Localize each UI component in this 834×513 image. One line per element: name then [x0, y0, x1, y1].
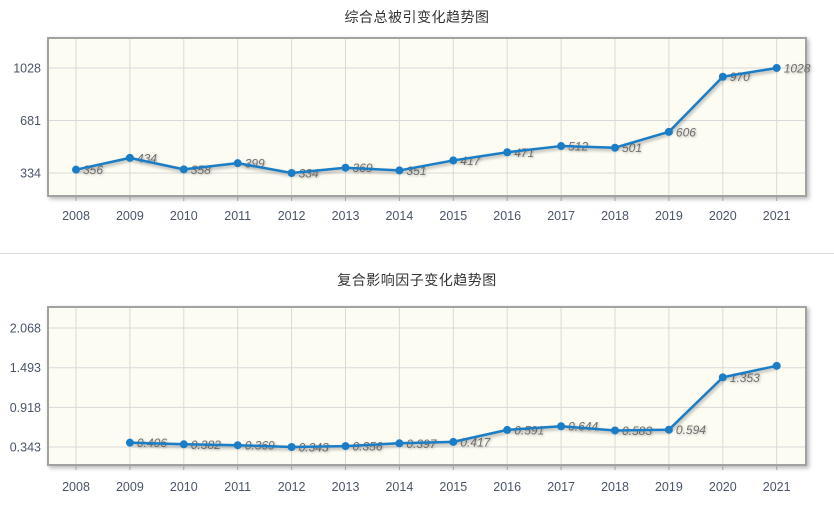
x-axis-label: 2016 — [493, 209, 521, 223]
x-axis-label: 2021 — [763, 209, 791, 223]
x-axis-label: 2011 — [224, 209, 251, 223]
data-point — [611, 143, 619, 152]
y-axis-label: 2.068 — [10, 322, 41, 336]
data-point — [449, 437, 458, 446]
x-axis-label: 2017 — [547, 209, 575, 223]
plot-area — [47, 306, 807, 466]
data-point — [718, 373, 727, 382]
x-axis-label: 2009 — [116, 480, 144, 494]
impact-factor-chart-title: 复合影响因子变化趋势图 — [337, 272, 497, 288]
data-point — [718, 72, 727, 81]
x-axis-label: 2018 — [601, 209, 629, 223]
data-point — [233, 441, 242, 450]
data-point — [503, 148, 512, 157]
x-axis-label: 2010 — [170, 209, 198, 223]
y-axis-label: 0.918 — [10, 401, 41, 415]
data-point-label: 358 — [191, 163, 211, 177]
y-axis-label: 334 — [20, 166, 41, 180]
data-point-label: 0.594 — [676, 423, 706, 437]
x-axis-label: 2017 — [547, 480, 575, 494]
data-point — [395, 166, 404, 175]
data-point-label: 1028 — [784, 61, 811, 75]
data-point — [503, 425, 512, 434]
x-axis-label: 2013 — [332, 209, 360, 223]
x-axis-label: 2008 — [62, 209, 90, 223]
data-point-label: 471 — [514, 146, 534, 160]
x-axis-label: 2012 — [278, 480, 306, 494]
data-point — [557, 142, 566, 151]
data-point-label: 0.356 — [353, 440, 383, 454]
data-point — [233, 159, 242, 168]
x-axis-label: 2018 — [601, 480, 629, 494]
x-axis-label: 2015 — [439, 209, 467, 223]
x-axis-label: 2019 — [655, 209, 683, 223]
data-point-label: 0.591 — [514, 423, 544, 437]
data-point — [772, 361, 781, 370]
data-point-label: 606 — [676, 125, 696, 139]
x-axis-label: 2011 — [224, 480, 251, 494]
data-point-label: 334 — [299, 166, 319, 180]
data-point — [179, 165, 188, 174]
data-point — [287, 168, 296, 177]
x-axis-label: 2013 — [332, 480, 360, 494]
data-point — [287, 443, 296, 451]
x-axis-label: 2014 — [385, 209, 413, 223]
plot-area — [47, 37, 807, 197]
data-point — [341, 442, 350, 451]
x-axis-label: 2019 — [655, 480, 683, 494]
data-point — [772, 63, 781, 72]
y-axis-label: 0.343 — [10, 441, 41, 455]
x-axis-label: 2009 — [116, 209, 144, 223]
data-point — [125, 438, 134, 447]
x-axis-label: 2012 — [278, 209, 306, 223]
x-axis-label: 2020 — [709, 480, 737, 494]
section-divider — [0, 253, 834, 254]
x-axis-label: 2015 — [439, 480, 467, 494]
data-point — [72, 165, 80, 174]
data-point — [449, 156, 458, 165]
x-axis-label: 2010 — [170, 480, 198, 494]
data-point — [395, 439, 404, 448]
y-axis-label: 1.493 — [10, 361, 41, 375]
citations-chart-title: 综合总被引变化趋势图 — [344, 9, 490, 25]
x-axis-label: 2021 — [763, 480, 791, 494]
x-axis-label: 2020 — [709, 209, 737, 223]
y-axis-label: 1028 — [13, 61, 41, 75]
x-axis-label: 2014 — [385, 480, 413, 494]
data-point — [341, 163, 350, 172]
x-axis-label: 2016 — [493, 480, 521, 494]
data-point — [179, 440, 188, 449]
data-point — [125, 153, 134, 162]
y-axis-label: 681 — [20, 114, 41, 128]
data-point — [664, 127, 673, 136]
data-point — [664, 425, 673, 434]
trend-line — [75, 66, 777, 175]
data-point — [611, 426, 619, 435]
data-point — [557, 422, 566, 431]
x-axis-label: 2008 — [62, 480, 90, 494]
